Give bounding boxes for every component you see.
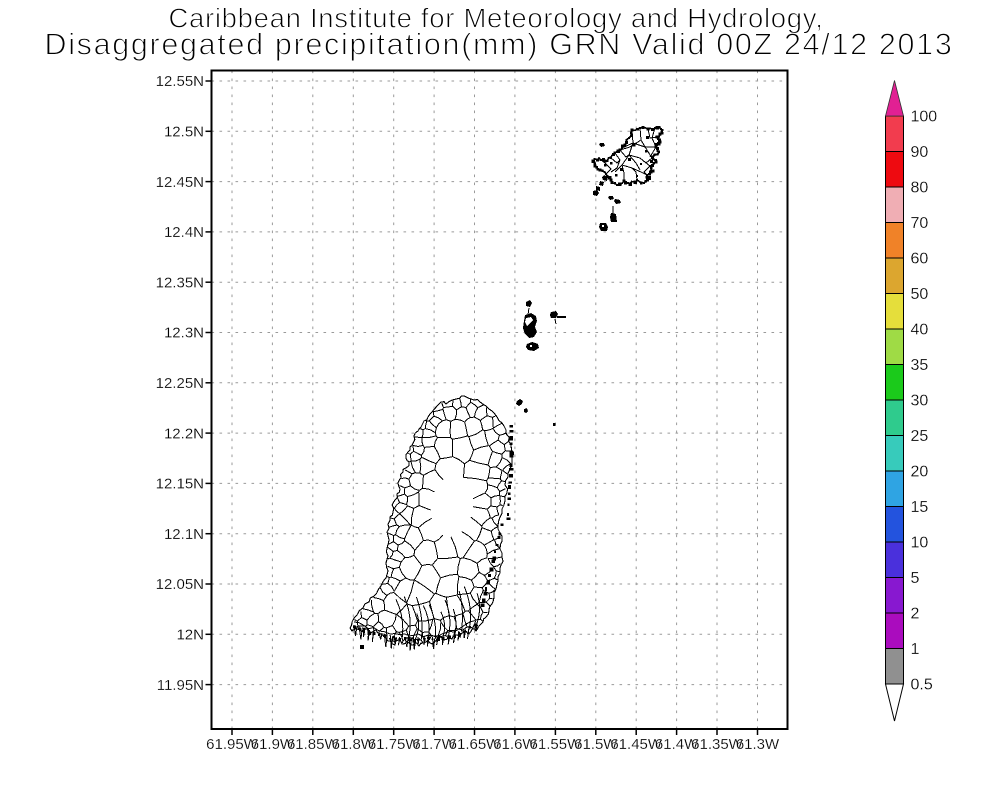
svg-text:12N: 12N (176, 627, 204, 644)
svg-text:12.05N: 12.05N (156, 576, 204, 593)
svg-text:61.65W: 61.65W (449, 736, 502, 753)
svg-text:61.75W: 61.75W (368, 736, 421, 753)
svg-text:10: 10 (911, 535, 929, 552)
svg-text:15: 15 (911, 499, 929, 516)
svg-text:61.35W: 61.35W (691, 736, 744, 753)
svg-text:61.7W: 61.7W (412, 736, 456, 753)
svg-text:12.5N: 12.5N (164, 124, 204, 141)
svg-text:61.6W: 61.6W (493, 736, 537, 753)
svg-text:12.25N: 12.25N (156, 375, 204, 392)
svg-text:12.55N: 12.55N (156, 73, 204, 90)
svg-text:61.85W: 61.85W (287, 736, 340, 753)
svg-text:Caribbean Institute for Meteor: Caribbean Institute for Meteorology and … (168, 3, 823, 34)
svg-text:61.8W: 61.8W (332, 736, 376, 753)
svg-text:35: 35 (911, 357, 929, 374)
svg-text:70: 70 (911, 215, 929, 232)
svg-text:20: 20 (911, 464, 929, 481)
svg-text:12.2N: 12.2N (164, 425, 204, 442)
svg-text:12.4N: 12.4N (164, 224, 204, 241)
svg-text:12.1N: 12.1N (164, 526, 204, 543)
svg-text:90: 90 (911, 144, 929, 161)
svg-text:1: 1 (911, 641, 920, 658)
svg-text:11.95N: 11.95N (157, 677, 204, 694)
svg-text:2: 2 (911, 606, 920, 623)
svg-text:25: 25 (911, 428, 929, 445)
svg-text:61.4W: 61.4W (655, 736, 699, 753)
svg-text:61.95W: 61.95W (206, 736, 259, 753)
svg-text:50: 50 (911, 286, 929, 303)
svg-text:61.9W: 61.9W (251, 736, 295, 753)
svg-text:61.45W: 61.45W (610, 736, 663, 753)
svg-text:0.5: 0.5 (911, 677, 933, 694)
svg-text:80: 80 (911, 180, 929, 197)
svg-text:61.5W: 61.5W (574, 736, 618, 753)
svg-text:40: 40 (911, 322, 929, 339)
svg-text:5: 5 (911, 570, 920, 587)
svg-text:12.15N: 12.15N (156, 476, 204, 493)
svg-text:100: 100 (911, 109, 938, 126)
svg-text:12.45N: 12.45N (156, 174, 204, 191)
svg-text:30: 30 (911, 393, 929, 410)
svg-text:Disaggregated precipitation(mm: Disaggregated precipitation(mm) GRN Vali… (45, 27, 954, 61)
svg-text:61.55W: 61.55W (530, 736, 583, 753)
svg-text:12.3N: 12.3N (164, 325, 204, 342)
svg-text:60: 60 (911, 251, 929, 268)
svg-text:61.3W: 61.3W (736, 736, 780, 753)
svg-text:12.35N: 12.35N (156, 274, 204, 291)
